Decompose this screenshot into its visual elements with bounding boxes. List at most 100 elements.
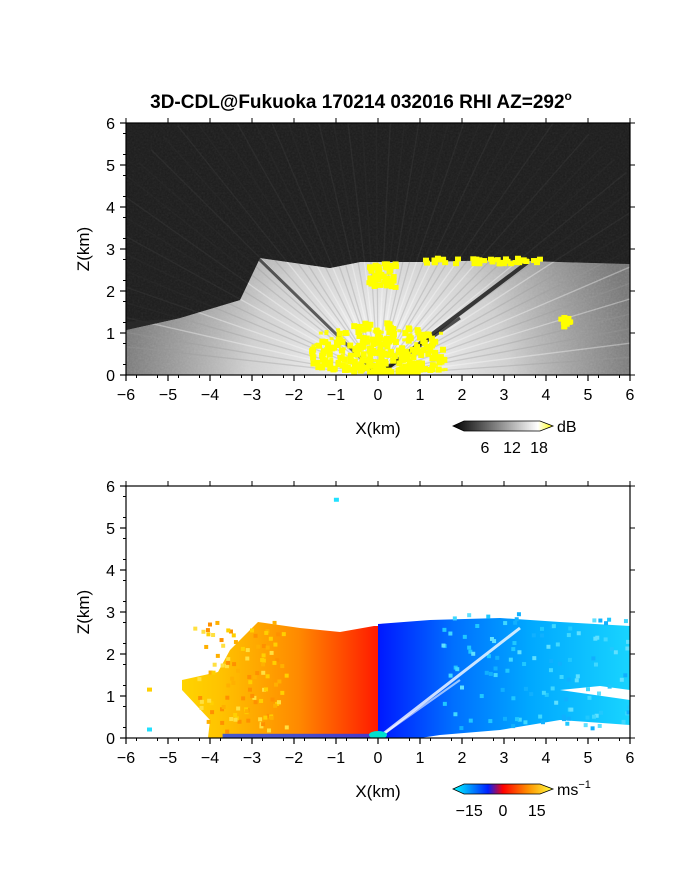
snr-sat-pixel	[420, 331, 427, 338]
snr-sat-pixel	[429, 343, 434, 347]
doppler-echo-pixel	[623, 673, 628, 678]
doppler-x-axis-label: X(km)	[355, 782, 400, 801]
snr-sat-pixel	[379, 349, 386, 356]
snr-sat-pixel	[381, 371, 388, 375]
doppler-echo-pixel	[566, 677, 571, 682]
snr-sat-pixel	[372, 329, 377, 333]
doppler-x-tick-label: 0	[374, 750, 383, 767]
doppler-echo-pixel	[273, 642, 278, 647]
snr-sat-pixel	[423, 343, 430, 350]
snr-sat-pixel	[374, 341, 379, 345]
snr-sat-pixel	[324, 330, 329, 334]
doppler-echo-pixel	[256, 644, 261, 649]
snr-sat-pixel	[368, 280, 375, 286]
doppler-echo-pixel	[272, 620, 277, 625]
doppler-echo-pixel	[233, 712, 238, 717]
doppler-near-radar	[369, 731, 387, 738]
doppler-echo-pixel	[613, 650, 618, 655]
doppler-echo-pixel	[273, 703, 278, 708]
doppler-field	[147, 497, 630, 738]
doppler-echo-pixel	[493, 666, 498, 671]
doppler-echo-pixel	[220, 663, 225, 668]
doppler-echo-pixel	[538, 714, 543, 719]
doppler-echo-pixel	[517, 717, 522, 722]
snr-sat-pixel	[311, 344, 316, 348]
doppler-echo-pixel	[583, 723, 588, 728]
snr-sat-pixel	[331, 347, 336, 351]
doppler-echo-pixel	[229, 717, 234, 722]
snr-sat-pixel	[377, 346, 384, 353]
doppler-echo-pixel	[593, 636, 598, 641]
doppler-echo-pixel	[546, 644, 551, 649]
doppler-echo-pixel	[627, 705, 630, 710]
snr-y-tick-label: 2	[106, 284, 115, 301]
snr-sat-pixel	[320, 348, 327, 355]
doppler-echo-pixel	[468, 649, 473, 654]
snr-sat-pixel	[319, 364, 326, 371]
doppler-echo-pixel	[204, 644, 209, 649]
snr-sat-pixel	[347, 366, 354, 373]
snr-sat-pixel	[429, 355, 436, 362]
snr-sat-pixel	[356, 323, 363, 330]
doppler-echo-pixel	[513, 620, 518, 625]
snr-sat-pixel	[512, 260, 519, 266]
snr-sat-pixel	[372, 272, 379, 278]
doppler-echo-pixel	[590, 726, 595, 731]
doppler-echo-pixel	[231, 633, 236, 638]
doppler-echo-pixel	[284, 725, 289, 730]
snr-sat-pixel	[351, 362, 358, 369]
doppler-echo-pixel	[559, 674, 564, 679]
snr-sat-pixel	[316, 342, 323, 349]
snr-x-tick-label: 5	[584, 387, 593, 404]
snr-sat-pixel	[310, 360, 317, 367]
doppler-echo-pixel	[607, 617, 612, 622]
doppler-colorbar: ms−1 −15 0 15	[452, 779, 591, 820]
doppler-echo-pixel	[201, 629, 206, 634]
snr-colorbar: dB 6 12 18	[452, 419, 577, 457]
snr-sat-pixel	[487, 256, 494, 262]
snr-y-axis-label: Z(km)	[74, 227, 93, 271]
doppler-echo-pixel	[452, 616, 457, 621]
snr-sat-pixel	[351, 358, 358, 365]
doppler-echo-pixel	[206, 719, 211, 724]
snr-sat-pixel	[428, 334, 433, 338]
doppler-echo-pixel	[604, 621, 609, 626]
doppler-echo-pixel	[258, 717, 263, 722]
snr-sat-pixel	[338, 347, 345, 354]
snr-sat-pixel	[375, 327, 380, 331]
doppler-echo-pixel	[548, 668, 553, 673]
doppler-echo-pixel	[264, 630, 269, 635]
snr-sat-pixel	[425, 331, 430, 335]
doppler-echo-pixel	[561, 714, 566, 719]
snr-x-tick-label: 3	[500, 387, 509, 404]
doppler-echo-pixel	[260, 662, 265, 667]
snr-sat-pixel	[433, 354, 438, 358]
snr-sat-pixel	[476, 257, 483, 263]
snr-sat-pixel	[336, 328, 341, 332]
doppler-echo-pixel	[219, 638, 224, 643]
doppler-echo-pixel	[493, 673, 498, 678]
doppler-ground-strip	[222, 733, 374, 738]
doppler-echo-pixel	[531, 633, 536, 638]
doppler-echo-pixel	[597, 723, 602, 728]
snr-sat-pixel	[501, 261, 508, 267]
doppler-echo-pixel	[467, 613, 472, 618]
doppler-echo-pixel	[569, 707, 574, 712]
snr-sat-pixel	[366, 358, 373, 365]
snr-sat-pixel	[422, 343, 427, 347]
doppler-echo-pixel	[280, 664, 285, 669]
snr-sat-pixel	[504, 258, 511, 264]
snr-sat-pixel	[391, 353, 398, 360]
snr-sat-pixel	[376, 267, 383, 273]
snr-sat-pixel	[324, 332, 329, 336]
snr-sat-pixel	[380, 273, 387, 279]
snr-sat-pixel	[331, 365, 338, 372]
doppler-echo-pixel	[224, 664, 229, 669]
snr-sat-pixel	[327, 365, 334, 372]
snr-colorbar-tick-label: 18	[530, 440, 548, 457]
doppler-echo-pixel	[205, 628, 210, 633]
snr-sat-pixel	[440, 256, 447, 262]
doppler-echo-pixel	[562, 717, 567, 722]
snr-sat-pixel	[375, 336, 382, 343]
